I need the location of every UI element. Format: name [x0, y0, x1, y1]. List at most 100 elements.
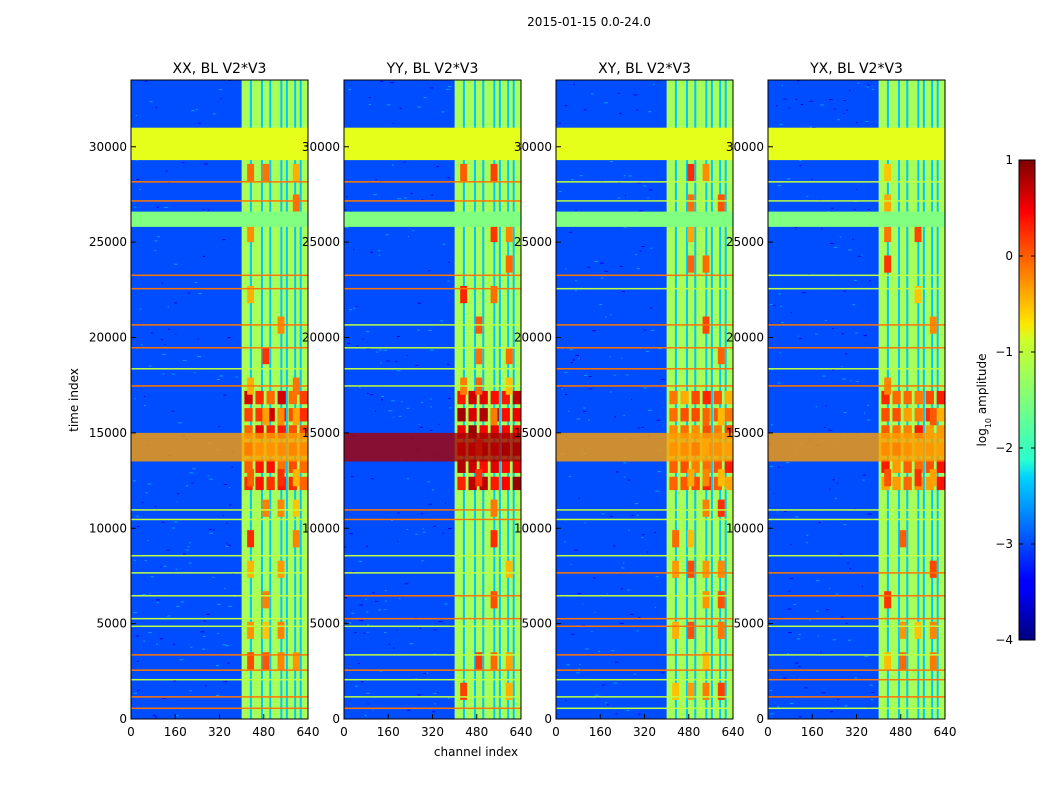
band-patch [687, 224, 695, 243]
y-tick-label: 0 [332, 712, 340, 726]
noise-speck [156, 206, 160, 208]
noise-speck [857, 82, 860, 84]
flag-line [768, 572, 945, 574]
noise-speck [139, 188, 142, 190]
hot-block [914, 425, 923, 439]
noise-speck [354, 632, 358, 634]
noise-speck [564, 371, 568, 373]
y-tick-label: 30000 [514, 140, 552, 154]
y-tick-label: 25000 [89, 235, 127, 249]
noise-speck [840, 616, 844, 618]
y-tick-label: 10000 [302, 521, 340, 535]
noise-speck [650, 247, 653, 249]
noise-speck [849, 568, 852, 570]
noise-speck [825, 405, 828, 407]
noise-speck [226, 542, 228, 544]
hot-block [457, 425, 466, 439]
noise-speck [780, 305, 782, 307]
noise-speck [799, 165, 802, 167]
band-patch [475, 652, 483, 670]
noise-speck [829, 488, 831, 490]
hot-block [479, 408, 488, 422]
hot-block [680, 408, 689, 422]
band-patch [702, 560, 710, 578]
noise-speck [434, 703, 437, 705]
y-axis-label: time index [67, 368, 81, 432]
hot-block [468, 459, 477, 473]
band-patch [262, 408, 270, 426]
noise-speck [636, 514, 639, 516]
noise-speck [445, 88, 450, 90]
hot-block [702, 390, 711, 405]
noise-speck [223, 394, 227, 396]
flag-line [556, 200, 733, 202]
noise-speck [397, 512, 400, 514]
noise-speck [224, 545, 229, 547]
noise-speck [576, 672, 580, 674]
noise-speck [421, 560, 424, 562]
colorbar-label-base: log [975, 428, 989, 446]
hot-block [669, 408, 678, 422]
flagged-block [556, 127, 733, 161]
noise-speck [192, 468, 196, 470]
noise-speck [360, 681, 364, 683]
hot-block [691, 390, 700, 405]
band-patch [929, 621, 937, 639]
noise-speck [579, 663, 581, 665]
noise-speck [612, 545, 616, 547]
noise-speck [161, 521, 165, 523]
noise-speck [574, 290, 578, 292]
x-tick-label: 480 [677, 725, 700, 739]
noise-speck [181, 162, 185, 164]
noise-speck [556, 674, 558, 676]
hot-block [255, 425, 264, 439]
flag-line [768, 181, 945, 183]
noise-speck [652, 83, 655, 85]
noise-speck [833, 246, 838, 248]
noise-speck [188, 562, 192, 564]
band-patch [247, 163, 255, 182]
band-patch [672, 530, 680, 548]
flag-line [556, 572, 733, 574]
hot-block [925, 459, 934, 473]
band-patch [292, 499, 300, 517]
noise-speck [628, 175, 632, 177]
y-tick-label: 30000 [302, 140, 340, 154]
colorbar-tick-label: 0 [1005, 249, 1013, 263]
noise-speck [789, 702, 794, 704]
noise-speck [769, 713, 774, 715]
noise-speck [770, 369, 774, 371]
noise-speck [448, 86, 452, 88]
noise-speck [175, 715, 179, 717]
noise-speck [822, 375, 826, 377]
noise-speck [627, 479, 630, 481]
noise-speck [790, 544, 792, 546]
hot-block [936, 425, 945, 439]
hot-block [255, 390, 264, 405]
flag-line [556, 324, 733, 326]
flag-line [131, 368, 308, 370]
flag-line [344, 274, 521, 277]
hot-block [468, 476, 477, 491]
colorbar-ticks: 1 0 −1 −2 −3 −4 [995, 153, 1035, 647]
hot-block [903, 459, 912, 473]
noise-speck [783, 677, 787, 679]
hot-block [457, 459, 466, 473]
noise-speck [384, 600, 387, 602]
noise-speck [133, 612, 137, 614]
noise-speck [779, 123, 783, 125]
flag-line [344, 368, 521, 370]
noise-speck [367, 631, 369, 633]
noise-speck [152, 714, 156, 716]
flagged-block [344, 127, 521, 161]
hot-block [490, 425, 499, 439]
noise-speck [374, 410, 377, 412]
noise-speck [794, 516, 799, 518]
noise-speck [818, 522, 821, 524]
hot-block [512, 408, 521, 422]
flag-line [344, 572, 521, 574]
flag-line [768, 554, 945, 557]
noise-speck [447, 397, 451, 399]
noise-speck [800, 104, 804, 106]
x-tick-label: 0 [552, 725, 560, 739]
